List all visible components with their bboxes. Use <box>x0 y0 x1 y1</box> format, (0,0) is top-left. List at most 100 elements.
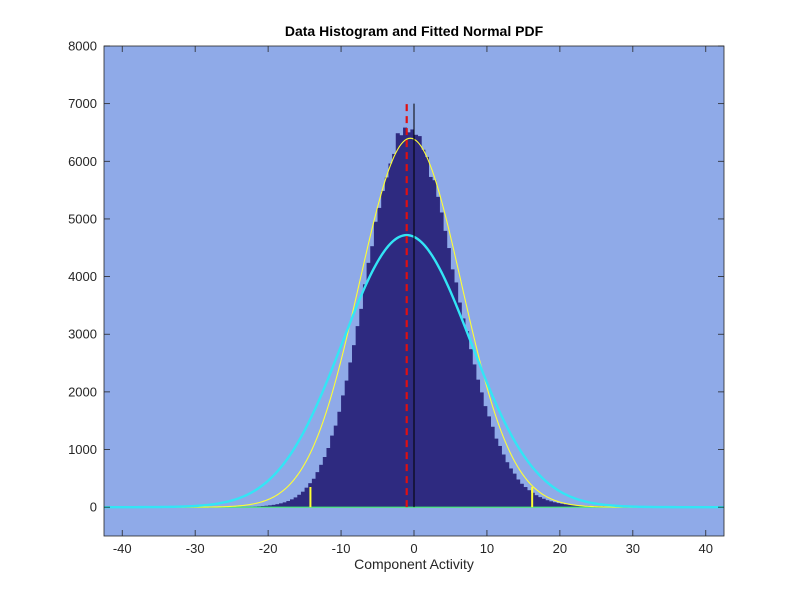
histogram-bar-60 <box>341 395 346 508</box>
histogram-bar-50 <box>304 487 309 508</box>
histogram-bar-42 <box>275 504 280 508</box>
histogram-bar-109 <box>519 483 524 508</box>
x-tick-label: -30 <box>186 541 205 556</box>
histogram-bar-91 <box>454 282 459 508</box>
histogram-bar-111 <box>527 490 532 508</box>
chart-title: Data Histogram and Fitted Normal PDF <box>285 23 544 39</box>
histogram-bar-105 <box>505 462 510 508</box>
histogram-bar-70 <box>377 207 382 508</box>
y-tick-label: 3000 <box>68 327 97 342</box>
histogram-bar-64 <box>355 326 360 508</box>
threshold-markers <box>309 487 534 508</box>
histogram-bar-108 <box>516 479 521 508</box>
histogram-bar-85 <box>432 180 437 508</box>
x-tick-label: 10 <box>480 541 494 556</box>
histogram-bar-87 <box>439 212 444 508</box>
histogram-bar-88 <box>443 230 448 508</box>
histogram-bar-92 <box>457 302 462 508</box>
histogram-bar-75 <box>395 133 400 508</box>
y-tick-label: 8000 <box>68 39 97 54</box>
histogram-bar-76 <box>399 135 404 508</box>
histogram-bar-48 <box>297 494 302 508</box>
histogram-bar-43 <box>279 503 284 508</box>
histogram-bar-122 <box>567 504 572 508</box>
y-tick-label: 7000 <box>68 96 97 111</box>
histogram-bar-62 <box>348 362 353 508</box>
histogram-bar-89 <box>446 248 451 508</box>
histogram-bar-66 <box>362 284 367 508</box>
histogram-bar-40 <box>268 505 273 508</box>
y-tick-label: 1000 <box>68 442 97 457</box>
histogram-bar-58 <box>333 425 338 508</box>
histogram-bar-120 <box>559 503 564 508</box>
histogram-bar-95 <box>468 349 473 508</box>
y-tick-label: 0 <box>90 500 97 515</box>
histogram-bar-81 <box>417 136 422 508</box>
histogram-bar-125 <box>578 505 583 508</box>
histogram-bar-124 <box>574 505 579 508</box>
histogram-bar-46 <box>290 499 295 508</box>
x-axis-label: Component Activity <box>354 556 474 572</box>
histogram-bar-52 <box>311 478 316 508</box>
histogram-bar-41 <box>271 504 276 508</box>
reference-lines <box>405 103 415 508</box>
histogram-bar-53 <box>315 472 320 508</box>
x-tick-label: -20 <box>259 541 278 556</box>
histogram-bar-69 <box>373 221 378 508</box>
histogram-bar-59 <box>337 411 342 508</box>
histogram-bar-45 <box>286 501 291 508</box>
histogram-bar-80 <box>414 134 419 508</box>
histogram-bar-110 <box>523 487 528 508</box>
histogram-bar-82 <box>421 149 426 508</box>
histogram-bar-65 <box>359 308 364 508</box>
x-tick-label: 40 <box>699 541 713 556</box>
x-axis: -40 -30 -20 -10 0 10 20 30 40 <box>113 46 713 556</box>
histogram-bar-90 <box>450 269 455 508</box>
histogram-bar-114 <box>538 497 543 508</box>
histogram-bar-100 <box>486 416 491 508</box>
histogram-bar-67 <box>366 262 371 508</box>
histogram-bar-118 <box>552 502 557 508</box>
histogram-bar-63 <box>352 345 357 508</box>
histogram-bar-86 <box>435 196 440 508</box>
histogram-bar-61 <box>344 380 349 508</box>
histogram-bar-56 <box>326 448 331 508</box>
histogram-bars <box>184 127 721 508</box>
histogram-bar-47 <box>293 497 298 508</box>
histogram-bar-78 <box>406 132 411 508</box>
histogram-bar-72 <box>384 177 389 508</box>
histogram-bar-94 <box>465 331 470 508</box>
histogram-bar-44 <box>282 502 287 508</box>
histogram-bar-71 <box>381 190 386 508</box>
histogram-bar-83 <box>424 156 429 508</box>
histogram-bar-117 <box>548 501 553 508</box>
histogram-bar-119 <box>556 503 561 508</box>
histogram-bar-93 <box>461 318 466 508</box>
x-tick-label: -10 <box>332 541 351 556</box>
histogram-bar-79 <box>410 129 415 508</box>
histogram-bar-113 <box>534 495 539 508</box>
histogram-bar-49 <box>300 491 305 508</box>
histogram-bar-99 <box>483 406 488 508</box>
histogram-bar-102 <box>494 438 499 508</box>
histogram-bar-77 <box>403 127 408 508</box>
histogram-bar-107 <box>512 473 517 508</box>
histogram-bar-68 <box>370 246 375 508</box>
y-tick-label: 2000 <box>68 384 97 399</box>
histogram-bar-84 <box>428 176 433 508</box>
histogram-bar-116 <box>545 500 550 508</box>
histogram-bar-101 <box>490 426 495 508</box>
y-tick-label: 4000 <box>68 269 97 284</box>
x-tick-label: 30 <box>626 541 640 556</box>
y-tick-label: 5000 <box>68 211 97 226</box>
histogram-bar-103 <box>497 445 502 508</box>
histogram-bar-57 <box>330 435 335 508</box>
x-tick-label: -40 <box>113 541 132 556</box>
y-axis: 0 1000 2000 3000 4000 5000 6000 7000 8000 <box>68 39 724 515</box>
y-tick-label: 6000 <box>68 154 97 169</box>
x-tick-label: 20 <box>553 541 567 556</box>
histogram-bar-121 <box>563 504 568 508</box>
histogram-bar-104 <box>501 454 506 508</box>
histogram-bar-96 <box>472 364 477 508</box>
